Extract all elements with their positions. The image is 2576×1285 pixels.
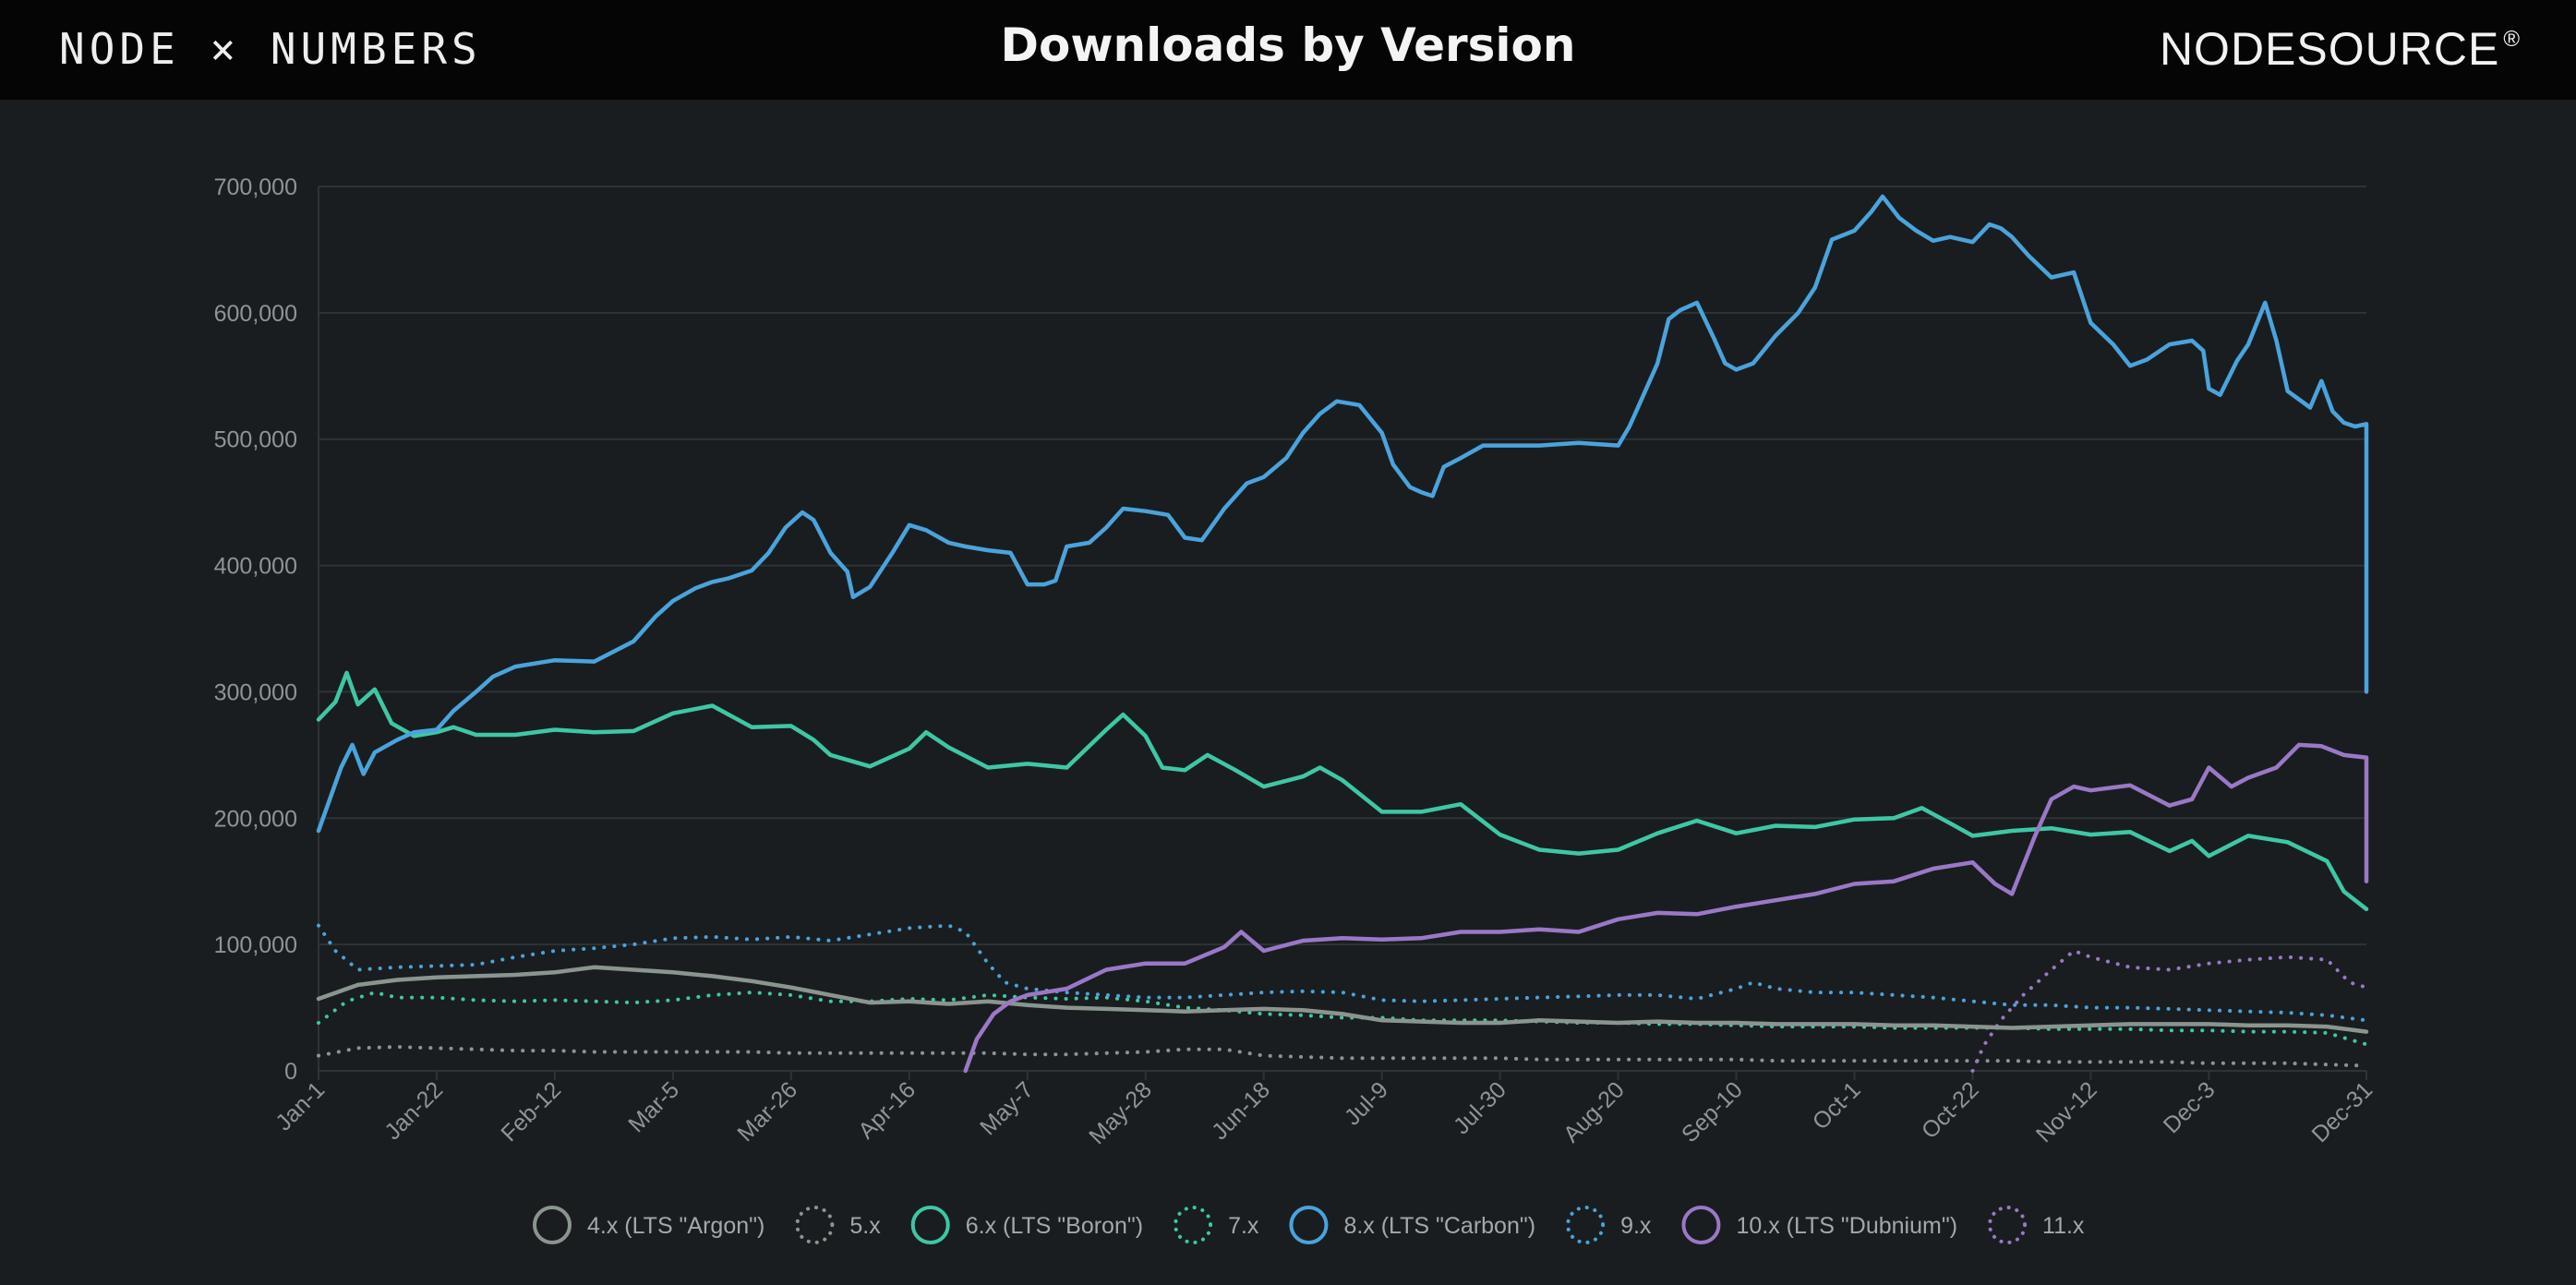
x-tick-label: Jul-30 bbox=[1449, 1076, 1511, 1139]
series-line bbox=[317, 923, 2368, 1023]
legend-item[interactable]: 10.x (LTS "Dubnium") bbox=[1681, 1206, 1957, 1244]
y-tick-label: 100,000 bbox=[214, 932, 297, 958]
x-axis-labels: Jan-1 Jan-22 Feb-12 Mar-5 Mar-26 Apr-16 May-7 M… bbox=[271, 1076, 2377, 1149]
legend-swatch bbox=[1566, 1206, 1606, 1244]
y-tick-label: 500,000 bbox=[214, 427, 297, 453]
legend-label: 8.x (LTS "Carbon") bbox=[1343, 1213, 1535, 1239]
x-tick-label: Oct-22 bbox=[1917, 1076, 1984, 1144]
legend-swatch bbox=[910, 1206, 950, 1244]
series-line bbox=[963, 742, 2369, 1074]
x-tick-label: Nov-12 bbox=[2031, 1076, 2102, 1147]
grid-lines bbox=[318, 186, 2367, 1080]
legend-swatch bbox=[1988, 1206, 2028, 1244]
node-numbers-logo: NODE × NUMBERS bbox=[59, 24, 482, 74]
registered-mark: ® bbox=[2503, 27, 2521, 52]
legend-item[interactable]: 9.x bbox=[1566, 1206, 1652, 1244]
x-tick-label: Jul-9 bbox=[1340, 1076, 1393, 1130]
y-tick-label: 700,000 bbox=[214, 174, 297, 200]
legend-swatch bbox=[1289, 1206, 1329, 1244]
legend-item[interactable]: 7.x bbox=[1174, 1206, 1259, 1244]
legend-item[interactable]: 11.x bbox=[1988, 1206, 2085, 1244]
y-tick-label: 200,000 bbox=[214, 806, 297, 832]
x-tick-label: Jan-1 bbox=[271, 1076, 330, 1135]
legend-label: 4.x (LTS "Argon") bbox=[587, 1213, 764, 1239]
legend-label: 7.x bbox=[1228, 1213, 1259, 1239]
y-tick-label: 600,000 bbox=[214, 301, 297, 327]
legend-swatch bbox=[1174, 1206, 1213, 1244]
x-tick-label: May-7 bbox=[975, 1076, 1039, 1140]
series-line bbox=[316, 670, 2369, 912]
series-lines bbox=[316, 194, 2369, 1074]
downloads-line-chart: 0 100,000 200,000 300,000 400,000 500,000 600,… bbox=[214, 174, 2377, 1244]
legend-swatch bbox=[533, 1206, 572, 1244]
legend-swatch bbox=[1681, 1206, 1721, 1244]
page-title: Downloads by Version bbox=[1000, 18, 1576, 72]
legend-label: 5.x bbox=[849, 1213, 881, 1239]
x-tick-label: Aug-20 bbox=[1559, 1076, 1630, 1147]
nodesource-logo-text: NODESOURCE bbox=[2159, 23, 2500, 75]
series-line bbox=[1970, 949, 2368, 1073]
legend-swatch bbox=[795, 1206, 835, 1244]
y-tick-label: 400,000 bbox=[214, 554, 297, 580]
legend-label: 9.x bbox=[1620, 1213, 1652, 1239]
legend: 4.x (LTS "Argon") 5.x 6.x (LTS "Boron") 7.x… bbox=[533, 1206, 2085, 1244]
legend-item[interactable]: 6.x (LTS "Boron") bbox=[910, 1206, 1143, 1244]
series-line bbox=[317, 991, 2368, 1047]
y-tick-label: 300,000 bbox=[214, 679, 297, 705]
header-bar: NODE × NUMBERS Downloads by Version NODE… bbox=[0, 0, 2576, 100]
x-tick-label: Mar-26 bbox=[732, 1076, 802, 1147]
y-tick-label: 0 bbox=[284, 1059, 297, 1085]
legend-label: 6.x (LTS "Boron") bbox=[966, 1213, 1143, 1239]
x-tick-label: Feb-12 bbox=[496, 1076, 566, 1147]
legend-item[interactable]: 8.x (LTS "Carbon") bbox=[1289, 1206, 1535, 1244]
x-tick-label: Dec-31 bbox=[2306, 1076, 2377, 1147]
x-tick-label: May-28 bbox=[1084, 1076, 1157, 1149]
series-line bbox=[317, 1045, 2368, 1068]
x-tick-label: Sep-10 bbox=[1677, 1076, 1748, 1147]
x-tick-label: Jan-22 bbox=[379, 1076, 448, 1145]
x-tick-label: Mar-5 bbox=[623, 1076, 684, 1137]
x-tick-label: Jun-18 bbox=[1207, 1076, 1275, 1145]
series-line bbox=[316, 965, 2369, 1034]
legend-label: 10.x (LTS "Dubnium") bbox=[1736, 1213, 1957, 1239]
x-tick-label: Apr-16 bbox=[853, 1076, 921, 1144]
legend-item[interactable]: 5.x bbox=[795, 1206, 881, 1244]
legend-label: 11.x bbox=[2042, 1213, 2085, 1239]
legend-item[interactable]: 4.x (LTS "Argon") bbox=[533, 1206, 764, 1244]
x-tick-label: Oct-1 bbox=[1808, 1076, 1866, 1135]
y-axis-labels: 0 100,000 200,000 300,000 400,000 500,000 600,… bbox=[214, 174, 297, 1085]
x-tick-label: Dec-3 bbox=[2159, 1076, 2221, 1138]
nodesource-logo: NODESOURCE ® bbox=[2160, 22, 2521, 76]
series-line bbox=[316, 194, 2369, 834]
